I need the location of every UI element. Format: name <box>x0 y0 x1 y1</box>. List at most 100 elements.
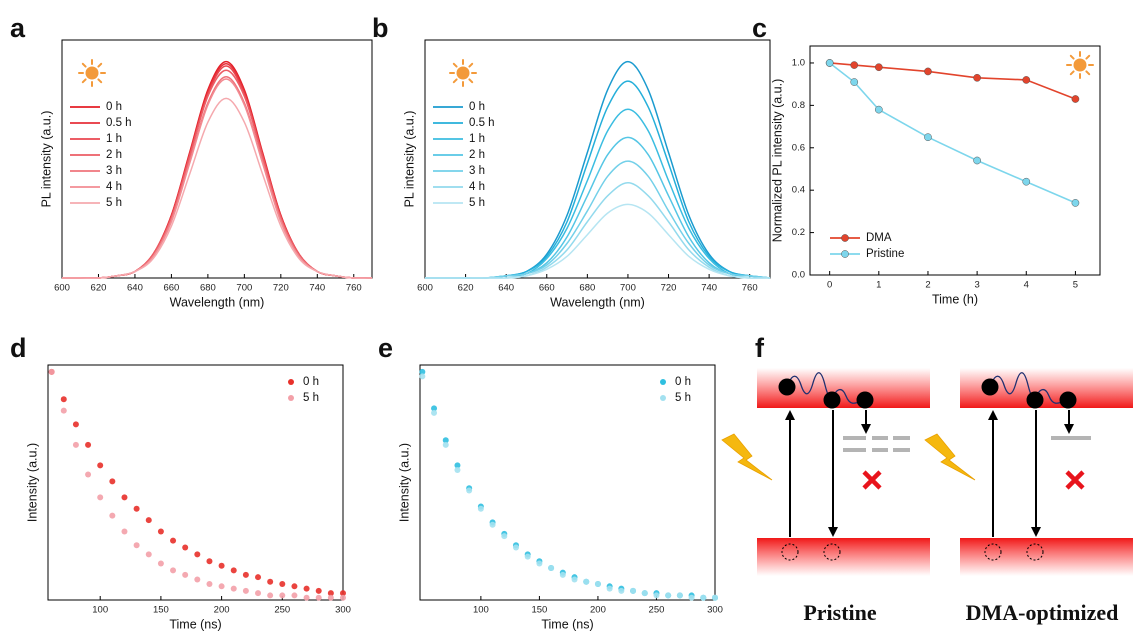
blocked-mark <box>1065 470 1085 490</box>
point <box>850 78 859 86</box>
point <box>454 462 461 469</box>
y-axis-label: Normalized PL intensity (a.u.) <box>770 79 784 243</box>
y-tick-label: 1.0 <box>792 57 805 68</box>
x-tick-label: 620 <box>91 283 107 294</box>
panel-letter: e <box>378 333 393 363</box>
sun-icon <box>449 59 477 87</box>
point <box>109 512 116 519</box>
point <box>676 592 683 599</box>
y-tick-label: 0.6 <box>792 142 805 153</box>
x-axis-label: Wavelength (nm) <box>550 295 645 309</box>
sun-icon <box>78 59 106 87</box>
x-axis-label: Time (ns) <box>169 617 221 631</box>
point <box>121 528 128 535</box>
electron <box>823 391 841 409</box>
legend-label: DMA <box>866 232 892 244</box>
point <box>501 533 508 540</box>
x-tick-label: 600 <box>54 283 70 294</box>
series-line <box>62 97 373 279</box>
valence-band <box>960 538 1133 576</box>
legend-label: 0 h <box>469 101 485 113</box>
caption: Pristine <box>803 600 877 625</box>
point <box>442 441 449 448</box>
point <box>1022 177 1031 186</box>
legend-label: 5 h <box>303 392 319 404</box>
x-axis-label: Time (h) <box>932 292 978 306</box>
legend-label: 2 h <box>469 149 485 161</box>
x-axis-label: Wavelength (nm) <box>170 295 265 309</box>
point <box>157 560 164 567</box>
x-tick-label: 680 <box>579 283 595 294</box>
point <box>973 156 981 165</box>
y-tick-label: 0.2 <box>792 227 805 238</box>
lightning <box>721 433 773 481</box>
plot-area <box>825 59 1080 207</box>
point <box>340 594 346 601</box>
point <box>97 494 104 501</box>
point <box>255 574 262 581</box>
point <box>606 585 613 592</box>
x-tick-label: 3 <box>974 280 979 291</box>
point <box>230 585 237 592</box>
legend-label: 0 h <box>106 101 122 113</box>
legend-swatch <box>660 379 666 385</box>
plot-area <box>48 368 346 601</box>
point <box>182 571 189 578</box>
sun-icon <box>1066 51 1094 79</box>
y-tick-label: 0.8 <box>792 100 805 111</box>
legend-label: 4 h <box>106 181 122 193</box>
point <box>1071 95 1080 103</box>
panel-letter: c <box>752 13 767 43</box>
point <box>340 590 346 597</box>
point <box>194 551 201 558</box>
point <box>303 585 310 592</box>
plot-area <box>62 60 373 279</box>
hole <box>781 543 799 561</box>
point <box>454 466 461 473</box>
valence-band <box>757 538 930 576</box>
point <box>431 409 438 416</box>
x-tick-label: 200 <box>590 605 606 616</box>
point <box>630 587 637 594</box>
point <box>419 368 426 375</box>
point <box>72 441 79 448</box>
point <box>641 590 648 597</box>
legend-label: 0.5 h <box>469 117 495 129</box>
point <box>145 517 152 524</box>
electron <box>1026 391 1044 409</box>
blocked-mark <box>862 470 882 490</box>
point <box>665 592 672 599</box>
point <box>1071 199 1080 207</box>
legend-swatch <box>841 234 849 242</box>
legend-label: Pristine <box>866 248 904 260</box>
point <box>850 61 859 69</box>
plot-frame <box>809 45 1101 276</box>
point <box>133 542 140 549</box>
point <box>618 587 625 594</box>
point <box>267 592 274 599</box>
x-tick-label: 660 <box>539 283 555 294</box>
x-tick-label: 680 <box>200 283 216 294</box>
point <box>524 553 531 560</box>
point <box>145 551 152 558</box>
legend-label: 1 h <box>106 133 122 145</box>
point <box>303 594 310 601</box>
point <box>291 592 298 599</box>
point <box>583 578 590 585</box>
legend-label: 1 h <box>469 133 485 145</box>
x-tick-label: 760 <box>346 283 362 294</box>
point <box>825 59 834 67</box>
point <box>157 528 164 535</box>
point <box>594 581 601 588</box>
x-tick-label: 700 <box>620 283 636 294</box>
electron <box>856 391 874 409</box>
x-tick-label: 250 <box>649 605 665 616</box>
point <box>279 581 286 588</box>
series-line <box>829 62 1076 100</box>
point <box>315 587 322 594</box>
legend-label: 5 h <box>675 392 691 404</box>
point <box>571 576 578 583</box>
x-tick-label: 150 <box>153 605 169 616</box>
point <box>924 67 932 76</box>
electron <box>1059 391 1077 409</box>
